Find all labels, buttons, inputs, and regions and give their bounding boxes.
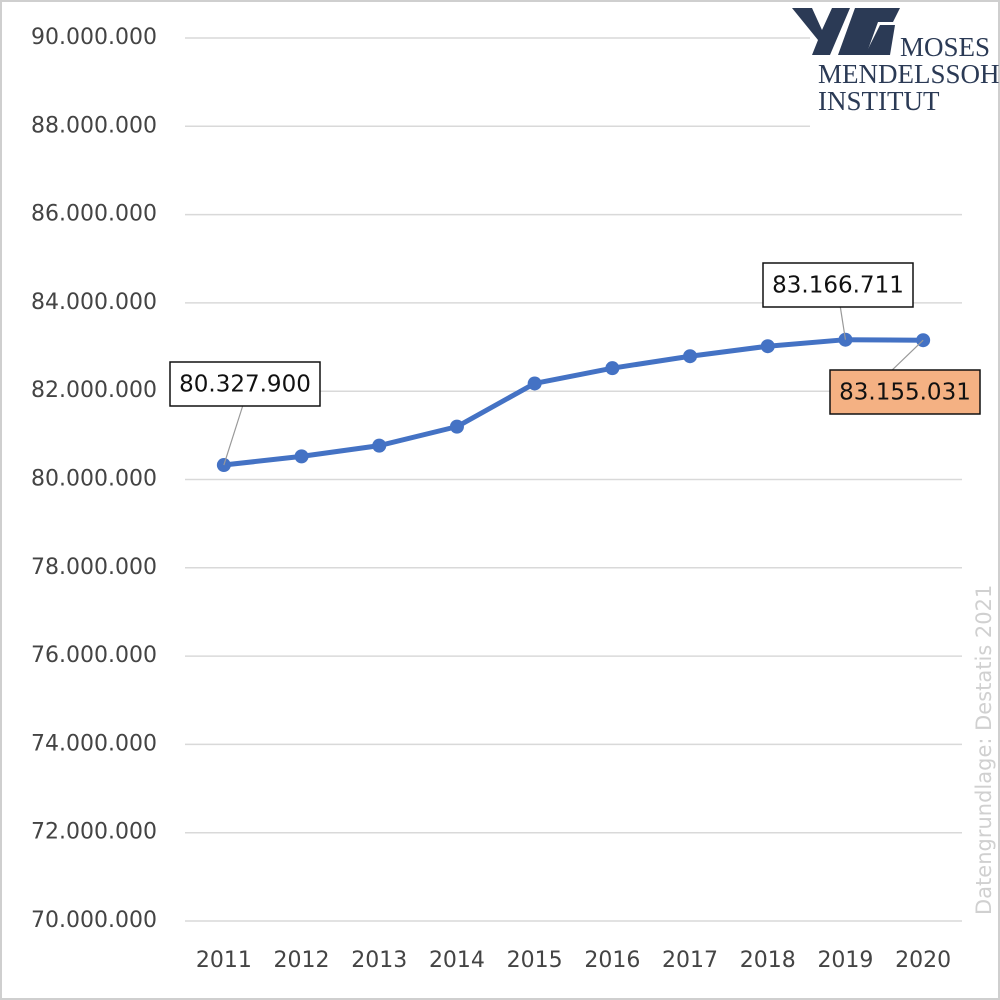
label-box	[169, 361, 321, 407]
x-tick-label: 2016	[584, 948, 640, 973]
y-tick-label: 90.000.000	[31, 25, 157, 50]
label-box	[829, 369, 981, 415]
source: Datengrundlage: Destatis 2021	[972, 585, 996, 915]
x-tick-label: 2019	[817, 948, 873, 973]
y-tick-label: 78.000.000	[31, 555, 157, 580]
logo-text: MOSES	[900, 32, 990, 62]
x-tick-label: 2017	[662, 948, 718, 973]
marker	[449, 419, 464, 434]
marker	[683, 349, 698, 364]
x-tick-label: 2020	[895, 948, 951, 973]
x-tick-label: 2012	[274, 948, 330, 973]
x-tick-label: 2014	[429, 948, 485, 973]
y-tick-label: 84.000.000	[31, 290, 157, 315]
y-tick-label: 82.000.000	[31, 378, 157, 403]
y-tick-label: 86.000.000	[31, 202, 157, 227]
data-label: 83.155.031	[839, 380, 971, 406]
marker	[760, 339, 775, 354]
x-tick-label: 2011	[196, 948, 252, 973]
data-label: 83.166.711	[772, 273, 904, 299]
x-tick-label: 2013	[351, 948, 407, 973]
data-label: 80.327.900	[179, 372, 311, 398]
logo-mark	[865, 25, 895, 55]
logo-mark	[792, 8, 850, 55]
leader-line	[887, 339, 924, 375]
y-tick-label: 70.000.000	[31, 908, 157, 933]
y-tick-label: 74.000.000	[31, 731, 157, 756]
marker	[372, 438, 387, 453]
y-tick-label: 72.000.000	[31, 820, 157, 845]
plot-area: 70.000.000 72.000.000 74.000.000 76.000.000…	[31, 25, 981, 973]
y-tick-label: 88.000.000	[31, 113, 157, 138]
leader-line	[839, 304, 847, 340]
marker	[527, 376, 542, 391]
logo-text: MENDELSSOHN	[818, 59, 1000, 89]
label-box	[762, 262, 914, 308]
leader-line	[223, 404, 244, 466]
marker	[605, 361, 620, 376]
marker	[294, 449, 309, 464]
logo: MOSES MENDELSSOHN INSTITUT	[792, 8, 1000, 128]
line	[223, 337, 924, 468]
logo-text: INSTITUT	[818, 86, 940, 116]
y-tick-label: 80.000.000	[31, 467, 157, 492]
logo-mark	[838, 8, 900, 55]
y-tick-label: 76.000.000	[31, 643, 157, 668]
x-tick-label: 2018	[740, 948, 796, 973]
x-tick-label: 2015	[507, 948, 563, 973]
